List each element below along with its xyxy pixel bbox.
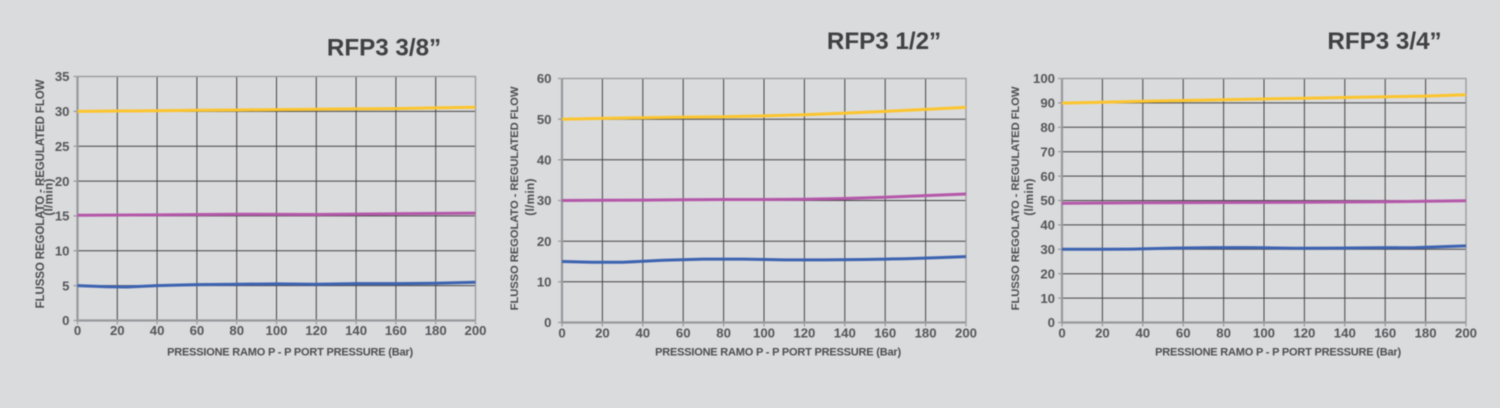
svg-text:60: 60 [1176, 325, 1191, 340]
svg-text:140: 140 [1334, 325, 1356, 340]
svg-text:FLUSSO REGOLATO - REGULATED FL: FLUSSO REGOLATO - REGULATED FLOW [35, 79, 47, 308]
svg-text:20: 20 [1095, 325, 1110, 340]
svg-text:10: 10 [537, 275, 552, 290]
svg-text:40: 40 [635, 325, 650, 340]
svg-text:20: 20 [110, 323, 125, 338]
svg-text:100: 100 [265, 323, 287, 338]
svg-text:40: 40 [537, 153, 552, 168]
svg-text:20: 20 [537, 234, 552, 249]
svg-text:RFP3 3/8”: RFP3 3/8” [327, 35, 441, 62]
svg-text:180: 180 [915, 325, 937, 340]
svg-text:30: 30 [1040, 242, 1055, 257]
svg-text:0: 0 [1048, 315, 1055, 330]
svg-text:(l/min): (l/min) [523, 178, 537, 216]
svg-text:180: 180 [1415, 325, 1437, 340]
svg-text:RFP3 3/4”: RFP3 3/4” [1327, 28, 1441, 55]
svg-text:25: 25 [55, 139, 70, 154]
svg-text:120: 120 [1293, 325, 1315, 340]
svg-text:60: 60 [676, 325, 691, 340]
svg-text:PRESSIONE RAMO P - P PORT PRES: PRESSIONE RAMO P - P PORT PRESSURE (Bar) [655, 347, 901, 359]
svg-text:10: 10 [55, 244, 70, 259]
svg-text:140: 140 [345, 323, 367, 338]
svg-text:160: 160 [874, 325, 896, 340]
svg-text:200: 200 [464, 323, 486, 338]
svg-text:30: 30 [55, 104, 70, 119]
svg-text:90: 90 [1040, 96, 1055, 111]
svg-text:180: 180 [425, 323, 447, 338]
svg-text:0: 0 [558, 325, 565, 340]
svg-text:100: 100 [753, 325, 775, 340]
svg-text:PRESSIONE RAMO P - P PORT PRES: PRESSIONE RAMO P - P PORT PRESSURE (Bar) [1155, 347, 1401, 359]
svg-text:50: 50 [537, 112, 552, 127]
svg-text:30: 30 [537, 193, 552, 208]
svg-text:10: 10 [1040, 291, 1055, 306]
svg-text:35: 35 [55, 69, 70, 84]
svg-text:120: 120 [305, 323, 327, 338]
svg-text:0: 0 [74, 323, 81, 338]
svg-text:80: 80 [1040, 120, 1055, 135]
svg-text:0: 0 [62, 313, 69, 328]
svg-text:60: 60 [190, 323, 205, 338]
svg-text:60: 60 [1040, 169, 1055, 184]
svg-text:PRESSIONE RAMO P - P PORT PRES: PRESSIONE RAMO P - P PORT PRESSURE (Bar) [167, 347, 413, 359]
svg-text:60: 60 [537, 71, 552, 86]
svg-text:80: 80 [229, 323, 244, 338]
svg-text:5: 5 [62, 278, 69, 293]
svg-text:50: 50 [1040, 193, 1055, 208]
svg-text:20: 20 [595, 325, 610, 340]
svg-text:200: 200 [1455, 325, 1477, 340]
svg-text:RFP3 1/2”: RFP3 1/2” [827, 28, 941, 55]
svg-text:80: 80 [716, 325, 731, 340]
svg-text:(l/min): (l/min) [1022, 178, 1036, 216]
svg-text:160: 160 [385, 323, 407, 338]
svg-text:70: 70 [1040, 144, 1055, 159]
svg-text:160: 160 [1374, 325, 1396, 340]
svg-text:FLUSSO REGOLATO - REGULATED FL: FLUSSO REGOLATO - REGULATED FLOW [509, 86, 521, 310]
svg-text:20: 20 [1040, 266, 1055, 281]
svg-text:40: 40 [150, 323, 165, 338]
svg-text:(l/min): (l/min) [42, 178, 56, 216]
svg-text:0: 0 [1058, 325, 1065, 340]
svg-text:200: 200 [955, 325, 977, 340]
svg-text:80: 80 [1216, 325, 1231, 340]
svg-text:15: 15 [55, 209, 70, 224]
svg-text:140: 140 [834, 325, 856, 340]
svg-text:100: 100 [1253, 325, 1275, 340]
svg-text:100: 100 [1033, 71, 1055, 86]
svg-text:FLUSSO REGOLATO - REGULATED FL: FLUSSO REGOLATO - REGULATED FLOW [1010, 86, 1022, 310]
svg-text:20: 20 [55, 174, 70, 189]
svg-text:120: 120 [793, 325, 815, 340]
svg-text:40: 40 [1040, 218, 1055, 233]
svg-text:40: 40 [1135, 325, 1150, 340]
svg-text:0: 0 [544, 315, 551, 330]
